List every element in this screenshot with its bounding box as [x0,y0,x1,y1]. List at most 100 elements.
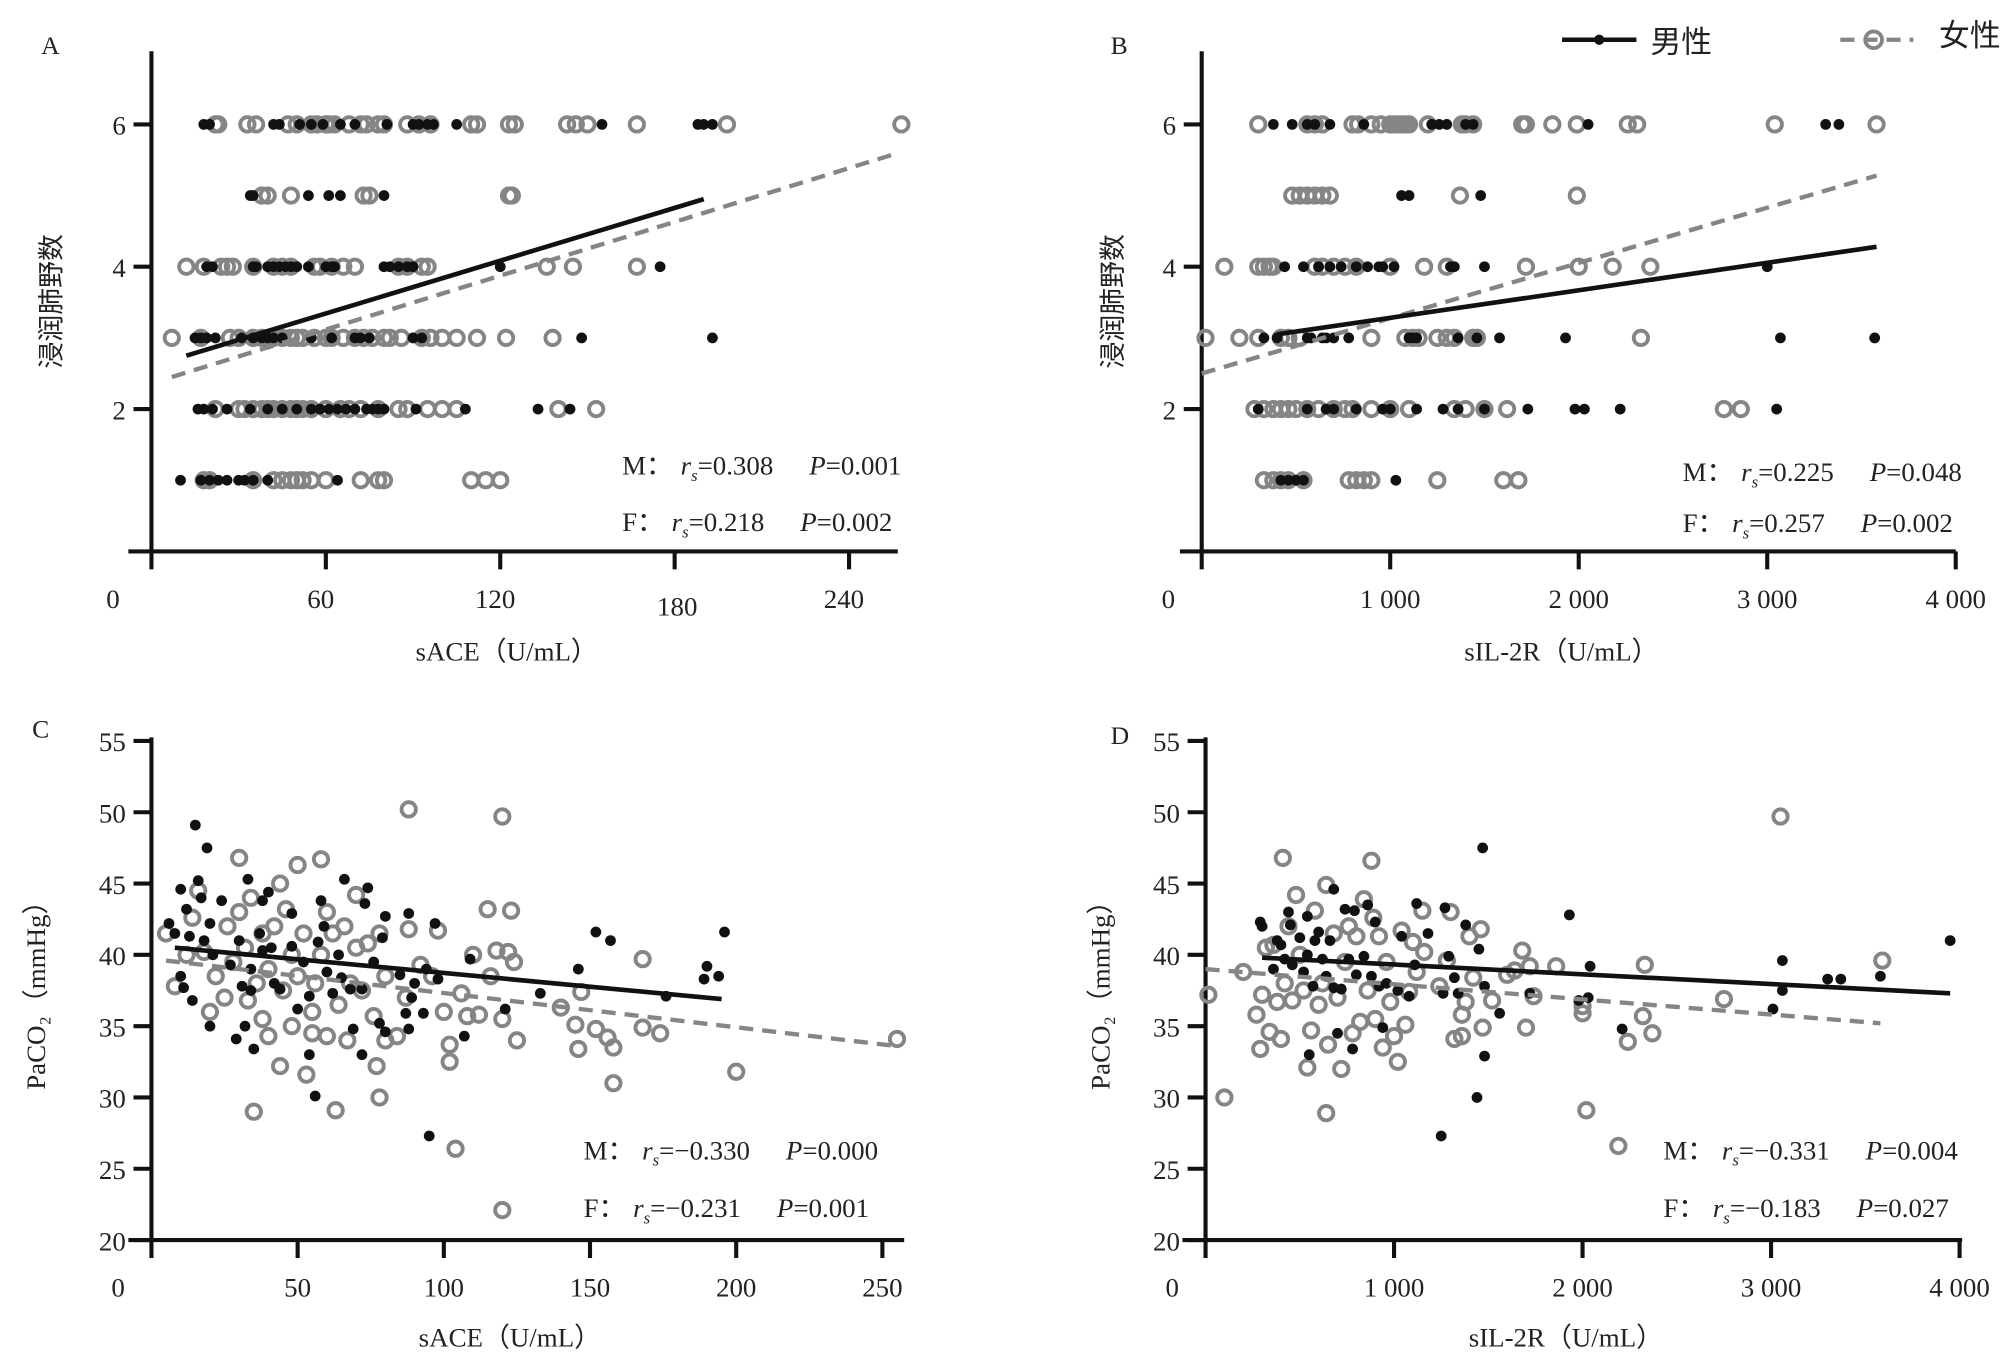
male-point [1433,119,1445,130]
female-point [360,186,379,205]
male-point [1350,261,1362,273]
female-point [1254,257,1274,276]
female-point [496,328,516,348]
male-point [1460,919,1472,931]
male-point [1875,970,1886,982]
female-point [238,115,257,134]
female-point [1273,848,1292,867]
male-point [204,119,215,130]
male-point [1283,906,1294,918]
male-point [178,982,189,994]
x-tick-label: 3 000 [1741,1272,1802,1302]
male-point [1349,905,1360,917]
male-point [334,190,346,201]
female-point [627,115,646,134]
female-point [1381,992,1400,1012]
female-point [1543,115,1562,134]
male-point [1767,1003,1779,1015]
male-point [1358,950,1370,962]
x-axis-title: sACE（U/mL） [419,1322,601,1352]
male-point [1267,119,1279,130]
male-point [1307,980,1319,992]
y-tick-label: 25 [99,1155,126,1185]
female-point [287,328,306,348]
male-point [1822,973,1834,985]
female-point [1196,328,1215,348]
male-point [1301,910,1313,922]
female-point [1320,186,1339,205]
male-point [1471,1092,1483,1103]
male-point [719,926,730,938]
male-point [175,883,187,895]
female-point [1567,186,1586,205]
male-point [1366,970,1377,982]
female-point [1249,115,1268,134]
rs-value: =−0.231 [650,1193,741,1223]
female-point [447,328,466,348]
female-point [1373,1038,1392,1057]
male-point [332,474,343,486]
male-fit-line [185,196,705,358]
female-point [311,850,331,869]
female-point [1618,1032,1637,1051]
stat-female: F： rs=0.218 P=0.002 [622,507,892,541]
female-point [549,399,568,419]
female-point [1413,901,1432,920]
female-point [317,902,336,922]
female-point [1873,951,1892,970]
x-tick-label: 2 000 [1548,584,1609,614]
male-point [1377,261,1389,273]
male-point [1381,977,1392,989]
male-point [1820,119,1832,130]
y-tick-label: 55 [99,727,126,757]
male-point [464,953,476,965]
rs-subscript: s [1732,1151,1738,1170]
male-point [195,892,207,904]
male-point [1324,261,1336,273]
male-point [1377,403,1389,415]
male-point [458,1030,470,1042]
female-point [1279,399,1298,419]
male-point [1441,119,1453,130]
female-point [322,328,341,348]
female-point [566,1015,585,1034]
rs-subscript: s [682,522,688,541]
male-point [314,403,326,415]
male-point [407,332,419,344]
x-axis-title: sIL-2R（U/mL） [1469,1322,1663,1352]
female-point [1252,985,1272,1004]
male-point [198,935,210,946]
male-fit-line [1261,955,1951,996]
male-point [1298,474,1309,486]
male-point [1569,403,1581,415]
female-point [543,328,562,348]
male-point [1479,1050,1490,1062]
data-points [162,115,911,490]
rs-value: =0.218 [689,507,765,537]
male-point [1268,963,1279,975]
male-point [707,332,718,344]
male-point [377,932,388,944]
male-point [327,987,339,999]
male-point [204,474,215,486]
female-point [633,950,652,969]
female-point [651,1024,670,1043]
male-point [590,926,602,938]
female-point [1567,115,1586,134]
female-point [1452,1027,1472,1046]
male-point [274,983,286,995]
p-symbol: P [1860,508,1877,538]
male-point [423,1130,435,1142]
female-point [230,902,249,922]
male-point [429,918,441,929]
rs-value: =0.225 [1758,457,1834,487]
y-tick-label: 30 [99,1084,126,1114]
female-point [347,885,366,905]
male-point [1460,119,1471,130]
female-point [476,471,495,490]
female-point [440,1035,459,1054]
male-point [254,928,266,939]
female-point [1275,974,1294,993]
male-point [494,261,506,273]
rs-symbol: r [633,1193,644,1223]
